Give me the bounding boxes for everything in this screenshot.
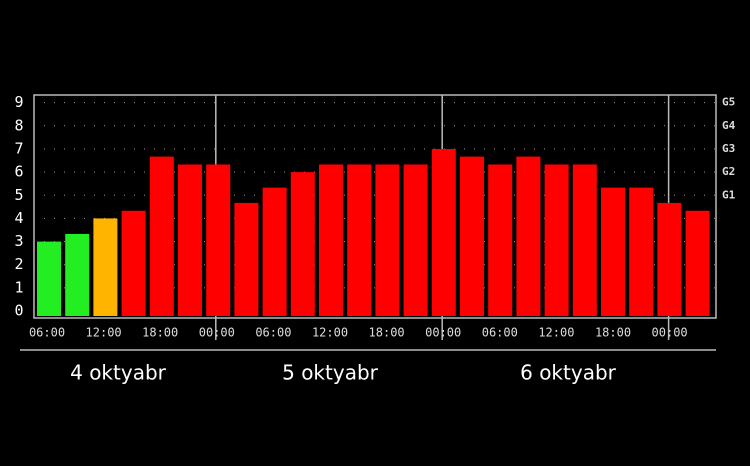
bar	[685, 210, 710, 316]
g-label: G2	[722, 165, 735, 178]
bar	[65, 233, 90, 316]
bar	[460, 156, 484, 316]
y-tick-label: 2	[14, 255, 23, 273]
x-tick-label: 18:00	[369, 326, 405, 340]
y-tick-label: 4	[14, 209, 23, 227]
bar	[347, 164, 372, 316]
bar	[488, 164, 513, 316]
x-tick-label: 00:00	[652, 326, 688, 340]
bar	[319, 164, 343, 316]
bar	[375, 164, 400, 316]
bar	[544, 164, 569, 316]
bar	[178, 164, 202, 316]
g-label: G4	[722, 119, 736, 132]
day-label: 4 oktyabr	[70, 361, 167, 385]
bar	[572, 164, 597, 316]
bar	[657, 202, 682, 316]
x-tick-label: 06:00	[255, 326, 291, 340]
bar	[290, 172, 315, 316]
x-tick-label: 12:00	[538, 326, 574, 340]
bar	[403, 164, 428, 316]
bar	[431, 148, 456, 316]
x-tick-label: 18:00	[595, 326, 631, 340]
y-tick-label: 3	[14, 232, 23, 250]
y-tick-label: 9	[14, 93, 23, 111]
bar	[601, 187, 625, 316]
bar	[234, 202, 259, 316]
y-tick-label: 0	[14, 302, 23, 320]
bar	[262, 187, 287, 316]
x-tick-label: 12:00	[86, 326, 122, 340]
g-label: G3	[722, 142, 735, 155]
g-label: G5	[722, 96, 735, 109]
x-tick-label: 12:00	[312, 326, 348, 340]
y-tick-label: 8	[14, 116, 23, 134]
x-tick-label: 06:00	[482, 326, 518, 340]
x-tick-label: 06:00	[29, 326, 65, 340]
x-tick-label: 00:00	[199, 326, 235, 340]
bar	[206, 164, 231, 316]
y-tick-label: 1	[14, 278, 23, 296]
plot-frame	[33, 94, 717, 319]
bar	[149, 156, 174, 316]
y-tick-label: 5	[14, 186, 23, 204]
y-tick-label: 6	[14, 163, 23, 181]
bar	[93, 218, 118, 316]
bar	[121, 210, 146, 316]
bar	[629, 187, 654, 316]
day-label: 6 oktyabr	[520, 361, 617, 385]
day-label: 5 oktyabr	[282, 361, 379, 385]
x-tick-label: 00:00	[425, 326, 461, 340]
x-tick-label: 18:00	[142, 326, 178, 340]
y-tick-label: 7	[14, 139, 23, 157]
g-label: G1	[722, 188, 736, 201]
bar	[516, 156, 541, 316]
bar	[37, 241, 61, 316]
